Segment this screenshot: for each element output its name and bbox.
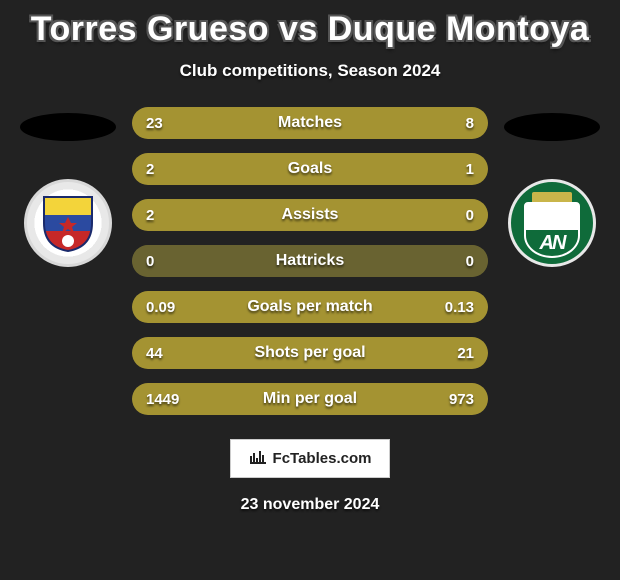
brand-label: FcTables.com [273, 450, 372, 467]
date-label: 23 november 2024 [8, 496, 612, 514]
stat-row: 20Assists [132, 199, 488, 231]
stat-label: Goals [132, 160, 488, 178]
shadow-ellipse-left [20, 113, 116, 141]
crest-left [24, 179, 112, 267]
stat-label: Shots per goal [132, 344, 488, 362]
crest-right-initials: AN [522, 232, 582, 255]
stat-row: 1449973Min per goal [132, 383, 488, 415]
comparison-card: Torres Grueso vs Duque Montoya Club comp… [0, 0, 620, 520]
stat-row: 0.090.13Goals per match [132, 291, 488, 323]
stat-label: Goals per match [132, 298, 488, 316]
page-title: Torres Grueso vs Duque Montoya [8, 10, 612, 49]
left-side [8, 107, 128, 269]
stat-label: Min per goal [132, 390, 488, 408]
crest-left-wrap [22, 177, 114, 269]
right-side: AN [492, 107, 612, 269]
shield-icon [40, 193, 96, 253]
stat-row: 21Goals [132, 153, 488, 185]
brand-badge[interactable]: FcTables.com [230, 439, 391, 478]
crest-right-shield-icon: AN [524, 202, 580, 258]
main-row: 238Matches 21Goals 20Assists 00Hattricks 0.0… [8, 107, 612, 415]
shadow-ellipse-right [504, 113, 600, 141]
stat-label: Hattricks [132, 252, 488, 270]
crest-right-wrap: AN [506, 177, 598, 269]
stat-label: Matches [132, 114, 488, 132]
chart-icon [249, 448, 267, 469]
stat-row: 00Hattricks [132, 245, 488, 277]
subtitle: Club competitions, Season 2024 [8, 61, 612, 81]
crest-left-inner [38, 193, 98, 253]
footer-logo-row: FcTables.com [8, 439, 612, 478]
stat-label: Assists [132, 206, 488, 224]
stat-row: 238Matches [132, 107, 488, 139]
crest-right: AN [508, 179, 596, 267]
stat-row: 4421Shots per goal [132, 337, 488, 369]
stats-column: 238Matches 21Goals 20Assists 00Hattricks 0.0… [128, 107, 492, 415]
